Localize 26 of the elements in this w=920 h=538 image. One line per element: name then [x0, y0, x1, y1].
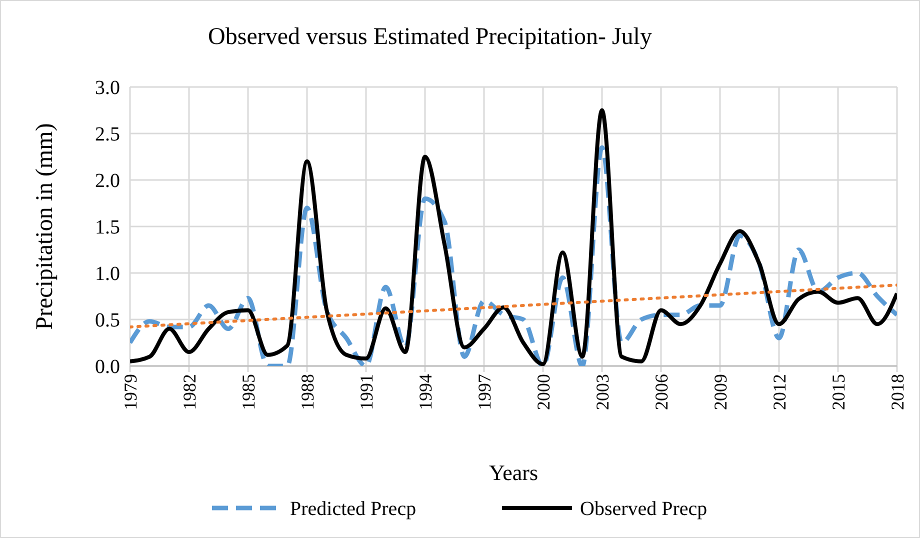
x-tick-label: 1994 [415, 374, 436, 410]
x-tick-label: 1988 [297, 374, 318, 410]
x-tick-label: 2000 [533, 374, 554, 410]
x-tick-label: 1991 [356, 374, 376, 410]
x-tick-label: 2018 [887, 374, 908, 410]
y-tick-label: 2.5 [95, 124, 120, 146]
x-tick-label: 2003 [592, 374, 612, 410]
x-tick-label: 1982 [179, 374, 200, 410]
x-tick-label: 2015 [828, 374, 848, 410]
y-tick-label: 0.5 [95, 310, 120, 332]
y-tick-label: 2.0 [95, 170, 120, 192]
y-axis-title: Precipitation in (mm) [32, 123, 58, 330]
x-tick-label: 1985 [238, 374, 258, 410]
y-tick-label: 3.0 [95, 77, 120, 99]
x-tick-label: 1997 [474, 374, 494, 410]
x-tick-label: 2012 [769, 374, 790, 410]
legend-label: Observed Precp [580, 498, 708, 520]
x-tick-label: 1979 [120, 374, 140, 410]
x-tick-label: 2006 [651, 374, 672, 410]
y-tick-label: 0.0 [95, 356, 120, 378]
y-tick-label: 1.5 [95, 216, 120, 238]
legend-label: Predicted Precp [290, 498, 416, 520]
y-tick-label: 1.0 [95, 263, 120, 285]
x-tick-label: 2009 [710, 374, 730, 410]
chart-title: Observed versus Estimated Precipitation- July [208, 24, 652, 50]
x-axis-title: Years [488, 460, 538, 485]
